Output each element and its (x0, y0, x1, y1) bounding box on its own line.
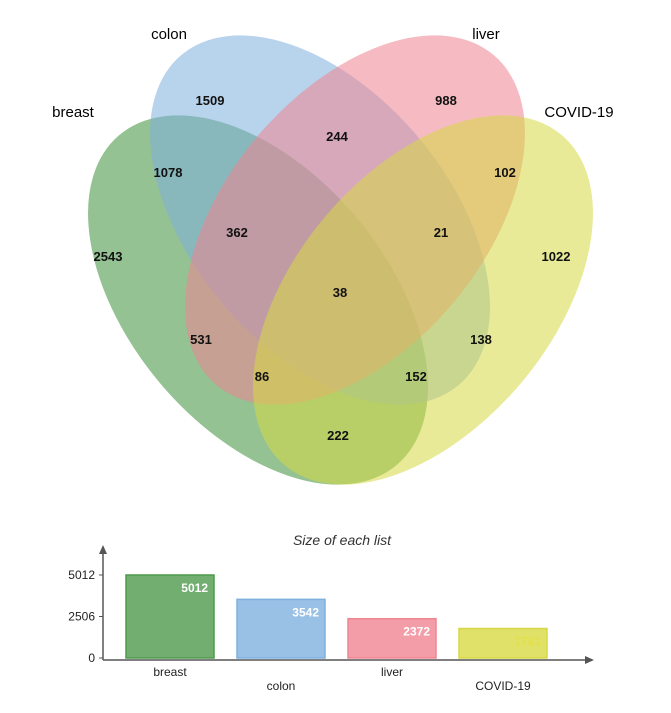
y-tick-label: 0 (88, 651, 95, 665)
set-label-breast: breast (52, 104, 95, 121)
region-count-breast-colon: 1078 (154, 165, 183, 180)
x-category-label: breast (153, 665, 187, 679)
chart-title: Size of each list (293, 532, 392, 548)
x-category-label: colon (267, 679, 296, 693)
y-tick-label: 2506 (68, 610, 95, 624)
region-count-colon-liver: 244 (326, 129, 348, 144)
bar-colon (236, 598, 326, 659)
bar-value-label: 1781 (514, 635, 541, 649)
region-count-breast-covid-19: 222 (327, 428, 349, 443)
region-count-breast-liver-covid-19: 86 (255, 369, 269, 384)
set-label-colon: colon (151, 26, 187, 43)
bar-covid-19 (458, 627, 548, 659)
region-count-colon-only: 1509 (196, 93, 225, 108)
x-category-label: COVID-19 (475, 679, 531, 693)
region-count-breast-colon-covid-19: 152 (405, 369, 427, 384)
bar-breast (125, 574, 215, 659)
bar-value-label: 5012 (181, 581, 208, 595)
region-count-breast-only: 2543 (94, 249, 123, 264)
region-count-liver-covid-19: 102 (494, 165, 516, 180)
region-count-covid-19-only: 1022 (542, 249, 571, 264)
x-category-label: liver (381, 665, 403, 679)
region-count-breast-liver: 531 (190, 332, 212, 347)
y-tick-label: 5012 (68, 568, 95, 582)
set-label-covid-19: COVID-19 (544, 104, 613, 121)
list-size-bar-chart: Size of each list 5012 2506 0 5012 breast 354… (68, 532, 594, 693)
bar-liver (347, 617, 437, 659)
bar-value-label: 3542 (292, 605, 319, 619)
region-count-all-four: 38 (333, 285, 347, 300)
venn-ellipse-covid-19 (253, 115, 593, 485)
set-label-liver: liver (472, 26, 500, 43)
region-count-colon-covid-19: 138 (470, 332, 492, 347)
bar-value-label: 2372 (403, 625, 430, 639)
region-count-colon-liver-covid-19: 21 (434, 225, 448, 240)
region-count-breast-colon-liver: 362 (226, 225, 248, 240)
region-count-liver-only: 988 (435, 93, 457, 108)
venn-diagram: breast colon liver COVID-19 1509 988 244… (52, 26, 614, 485)
